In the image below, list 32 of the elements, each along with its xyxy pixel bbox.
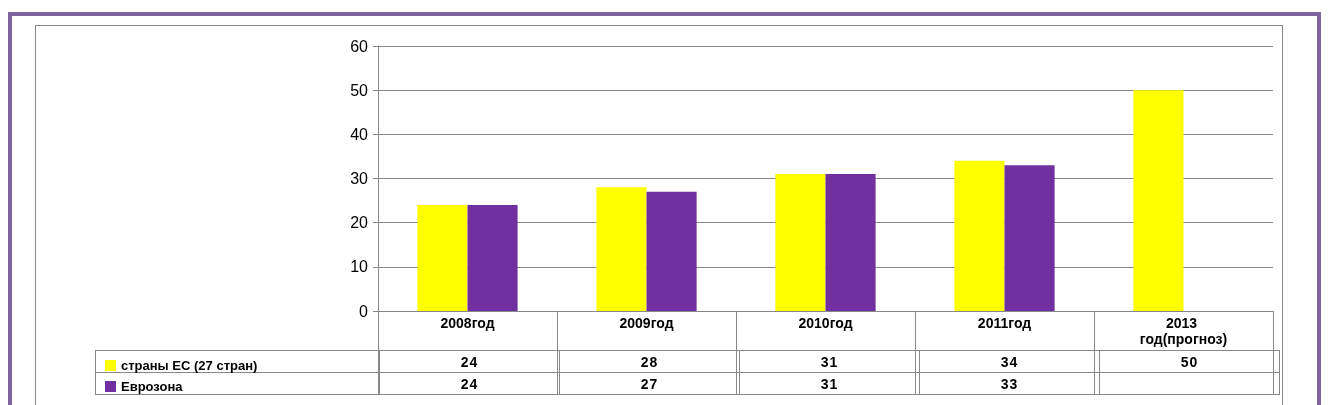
data-label: 24 — [379, 350, 560, 373]
x-tick-label: 2009год — [619, 315, 674, 331]
bar — [417, 205, 468, 311]
x-tick-label: 2008год — [440, 315, 495, 331]
data-label: 27 — [559, 372, 740, 395]
legend-label: страны ЕС (27 стран) — [121, 358, 258, 373]
data-label: 34 — [919, 350, 1100, 373]
bar — [596, 187, 647, 311]
bar — [1004, 165, 1055, 311]
y-tick-label: 30 — [350, 170, 369, 187]
bar — [467, 205, 518, 311]
bar — [646, 191, 697, 311]
bar — [825, 174, 876, 311]
data-label: 31 — [739, 350, 920, 373]
data-label: 28 — [559, 350, 740, 373]
bar — [1133, 90, 1184, 311]
y-tick-label: 10 — [350, 258, 369, 276]
data-label: 24 — [379, 372, 560, 395]
x-tick-label: 2010год — [798, 315, 853, 331]
y-tick-label: 0 — [359, 302, 369, 320]
legend-label: Еврозона — [121, 379, 184, 394]
data-label: 31 — [739, 372, 920, 395]
y-tick-label: 60 — [350, 37, 369, 55]
data-label: 50 — [1099, 350, 1280, 373]
x-tick-label: 2013 год(прогноз) — [1139, 315, 1228, 347]
y-tick-label: 50 — [350, 81, 369, 99]
bar — [954, 160, 1005, 311]
bar — [775, 174, 826, 311]
x-tick-label: 2011год — [977, 315, 1032, 331]
y-tick-label: 40 — [350, 125, 369, 143]
y-tick-label: 20 — [350, 214, 369, 232]
data-label: 33 — [919, 372, 1100, 395]
